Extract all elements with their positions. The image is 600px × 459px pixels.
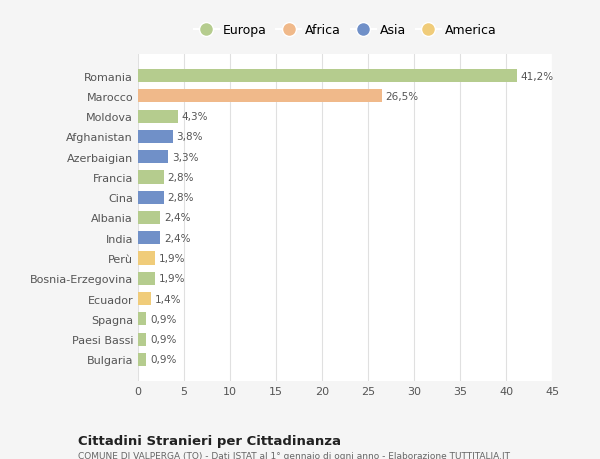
Bar <box>138 130 173 144</box>
Text: 41,2%: 41,2% <box>521 72 554 81</box>
Legend: Europa, Africa, Asia, America: Europa, Africa, Asia, America <box>188 19 502 42</box>
Text: Cittadini Stranieri per Cittadinanza: Cittadini Stranieri per Cittadinanza <box>78 434 341 447</box>
Bar <box>138 232 160 245</box>
Bar <box>138 272 155 285</box>
Bar <box>138 333 146 346</box>
Text: 26,5%: 26,5% <box>385 92 419 102</box>
Bar <box>138 110 178 123</box>
Text: COMUNE DI VALPERGA (TO) - Dati ISTAT al 1° gennaio di ogni anno - Elaborazione T: COMUNE DI VALPERGA (TO) - Dati ISTAT al … <box>78 451 510 459</box>
Text: 1,4%: 1,4% <box>155 294 181 304</box>
Text: 2,8%: 2,8% <box>167 173 194 183</box>
Text: 0,9%: 0,9% <box>150 314 176 324</box>
Bar <box>138 353 146 366</box>
Bar <box>138 292 151 306</box>
Text: 3,3%: 3,3% <box>172 152 199 162</box>
Bar <box>138 70 517 83</box>
Bar <box>138 151 169 164</box>
Text: 2,4%: 2,4% <box>164 233 190 243</box>
Text: 2,8%: 2,8% <box>167 193 194 203</box>
Text: 1,9%: 1,9% <box>159 274 185 284</box>
Text: 0,9%: 0,9% <box>150 355 176 364</box>
Bar <box>138 313 146 326</box>
Bar <box>138 171 164 184</box>
Bar <box>138 90 382 103</box>
Text: 0,9%: 0,9% <box>150 334 176 344</box>
Bar <box>138 191 164 204</box>
Text: 2,4%: 2,4% <box>164 213 190 223</box>
Text: 1,9%: 1,9% <box>159 253 185 263</box>
Text: 3,8%: 3,8% <box>176 132 203 142</box>
Text: 4,3%: 4,3% <box>181 112 208 122</box>
Bar <box>138 212 160 224</box>
Bar <box>138 252 155 265</box>
